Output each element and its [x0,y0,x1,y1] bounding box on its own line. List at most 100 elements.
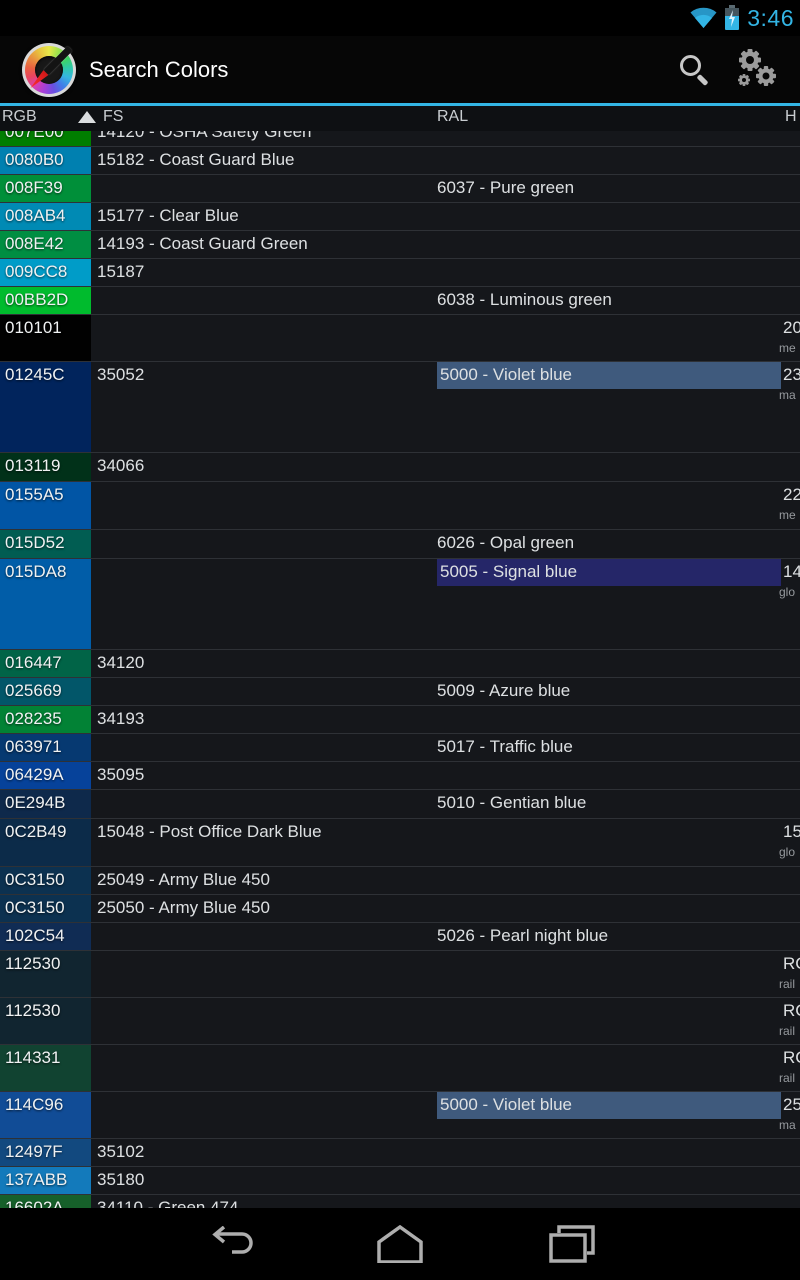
h-finish: rail [779,977,796,991]
fs-code-cell: 15048 - Post Office Dark Blue [97,822,322,841]
ral-code-cell: 5009 - Azure blue [437,681,571,700]
rgb-color-swatch: 013119 [0,453,91,481]
rgb-color-swatch: 114331 [0,1045,91,1091]
rgb-color-swatch: 028235 [0,706,91,733]
table-row[interactable]: 008F39 6037 - Pure green [0,175,800,203]
table-row[interactable]: 028235 34193 [0,706,800,734]
rgb-color-swatch: 137ABB [0,1167,91,1194]
column-header-rgb[interactable]: RGB [2,108,37,125]
fs-code-cell: 14193 - Coast Guard Green [97,234,308,253]
rgb-hex-value: 007E00 [5,131,64,141]
column-header-ral[interactable]: RAL [437,108,469,125]
table-row[interactable]: 114C96 5000 - Violet blue 25 ma [0,1092,800,1139]
table-row[interactable]: 112530 RC rail [0,998,800,1045]
rgb-hex-value: 0E294B [5,793,66,812]
rgb-color-swatch: 015D52 [0,530,91,558]
table-row[interactable]: 009CC8 15187 [0,259,800,287]
rgb-color-swatch: 0C3150 [0,867,91,894]
h-value: 22 [783,485,800,504]
table-row[interactable]: 0E294B 5010 - Gentian blue [0,790,800,819]
table-row[interactable]: 12497F 35102 [0,1139,800,1167]
rgb-color-swatch: 010101 [0,315,91,361]
rgb-hex-value: 008AB4 [5,206,66,225]
table-row[interactable]: 010101 20 me [0,315,800,362]
rgb-hex-value: 063971 [5,737,62,756]
rgb-color-swatch: 102C54 [0,923,91,950]
h-finish: me [779,341,796,355]
h-value: RC [783,1001,800,1020]
rgb-color-swatch: 0080B0 [0,147,91,174]
settings-button[interactable] [726,42,788,98]
fs-code-cell: 35102 [97,1142,145,1161]
status-clock: 3:46 [747,4,794,31]
table-row[interactable]: 137ABB 35180 [0,1167,800,1195]
table-row[interactable]: 06429A 35095 [0,762,800,790]
table-row[interactable]: 016447 34120 [0,650,800,678]
table-row[interactable]: 063971 5017 - Traffic blue [0,734,800,762]
table-row[interactable]: 0C3150 25049 - Army Blue 450 [0,867,800,895]
ral-code-cell: 5000 - Violet blue [440,365,573,384]
battery-charging-icon [725,5,740,30]
search-button[interactable] [664,42,726,98]
rgb-color-swatch: 112530 [0,998,91,1044]
rgb-color-swatch: 008AB4 [0,203,91,230]
table-row[interactable]: 0155A5 22 me [0,482,800,530]
home-button[interactable] [364,1222,436,1266]
rgb-hex-value: 112530 [5,1001,61,1020]
rgb-hex-value: 06429A [5,765,64,784]
table-row[interactable]: 00BB2D 6038 - Luminous green [0,287,800,315]
fs-code-cell: 35052 [97,365,145,384]
table-row[interactable]: 0080B0 15182 - Coast Guard Blue [0,147,800,175]
rgb-hex-value: 12497F [5,1142,63,1161]
table-row[interactable]: 013119 34066 [0,453,800,482]
ral-code-cell: 5026 - Pearl night blue [437,926,609,945]
rgb-hex-value: 015D52 [5,533,65,552]
table-row[interactable]: 015DA8 5005 - Signal blue 14 glo [0,559,800,650]
ral-code-cell: 6026 - Opal green [437,533,575,552]
table-row[interactable]: 0C3150 25050 - Army Blue 450 [0,895,800,923]
table-row[interactable]: 114331 RC rail [0,1045,800,1092]
rgb-color-swatch: 025669 [0,678,91,705]
ral-code-cell: 5005 - Signal blue [440,562,578,581]
sort-ascending-icon [78,111,96,123]
page-title: Search Colors [89,56,229,82]
rgb-hex-value: 009CC8 [5,262,68,281]
home-icon [377,1225,423,1263]
rgb-color-swatch: 0C3150 [0,895,91,922]
rgb-color-swatch: 00BB2D [0,287,91,314]
ral-code-cell: 5017 - Traffic blue [437,737,573,756]
table-row[interactable]: 007E00 14120 - OSHA Safety Green [0,131,800,147]
table-row[interactable]: 16602A 34110 - Green 474 [0,1195,800,1208]
rgb-color-swatch: 06429A [0,762,91,789]
rgb-color-swatch: 0155A5 [0,482,91,529]
rgb-hex-value: 114331 [5,1048,61,1067]
back-button[interactable] [192,1222,264,1266]
fs-code-cell: 15187 [97,262,145,281]
action-bar: Search Colors [0,36,800,103]
rgb-color-swatch: 008E42 [0,231,91,258]
rgb-hex-value: 16602A [5,1198,64,1208]
settings-gears-icon [738,48,776,86]
table-row[interactable]: 112530 RC rail [0,951,800,998]
rgb-hex-value: 008F39 [5,178,63,197]
fs-code-cell: 15182 - Coast Guard Blue [97,150,295,169]
table-row[interactable]: 01245C 35052 5000 - Violet blue 23 ma [0,362,800,453]
column-header-fs[interactable]: FS [103,108,124,125]
table-row[interactable]: 015D52 6026 - Opal green [0,530,800,559]
table-row[interactable]: 102C54 5026 - Pearl night blue [0,923,800,951]
recents-icon [549,1225,595,1263]
rgb-hex-value: 01245C [5,365,65,384]
column-header-h[interactable]: H [785,108,797,125]
ral-code-cell: 6038 - Luminous green [437,290,612,309]
rgb-hex-value: 0080B0 [5,150,64,169]
table-row[interactable]: 008E42 14193 - Coast Guard Green [0,231,800,259]
app-color-wheel-icon [22,42,76,97]
recents-button[interactable] [536,1222,608,1266]
table-row[interactable]: 008AB4 15177 - Clear Blue [0,203,800,231]
table-row[interactable]: 0C2B49 15048 - Post Office Dark Blue 15 … [0,819,800,867]
rgb-hex-value: 015DA8 [5,562,67,581]
ral-color-swatch: 5005 - Signal blue [437,559,781,586]
h-value: RC [783,1048,800,1067]
table-row[interactable]: 025669 5009 - Azure blue [0,678,800,706]
h-finish: ma [779,388,796,402]
